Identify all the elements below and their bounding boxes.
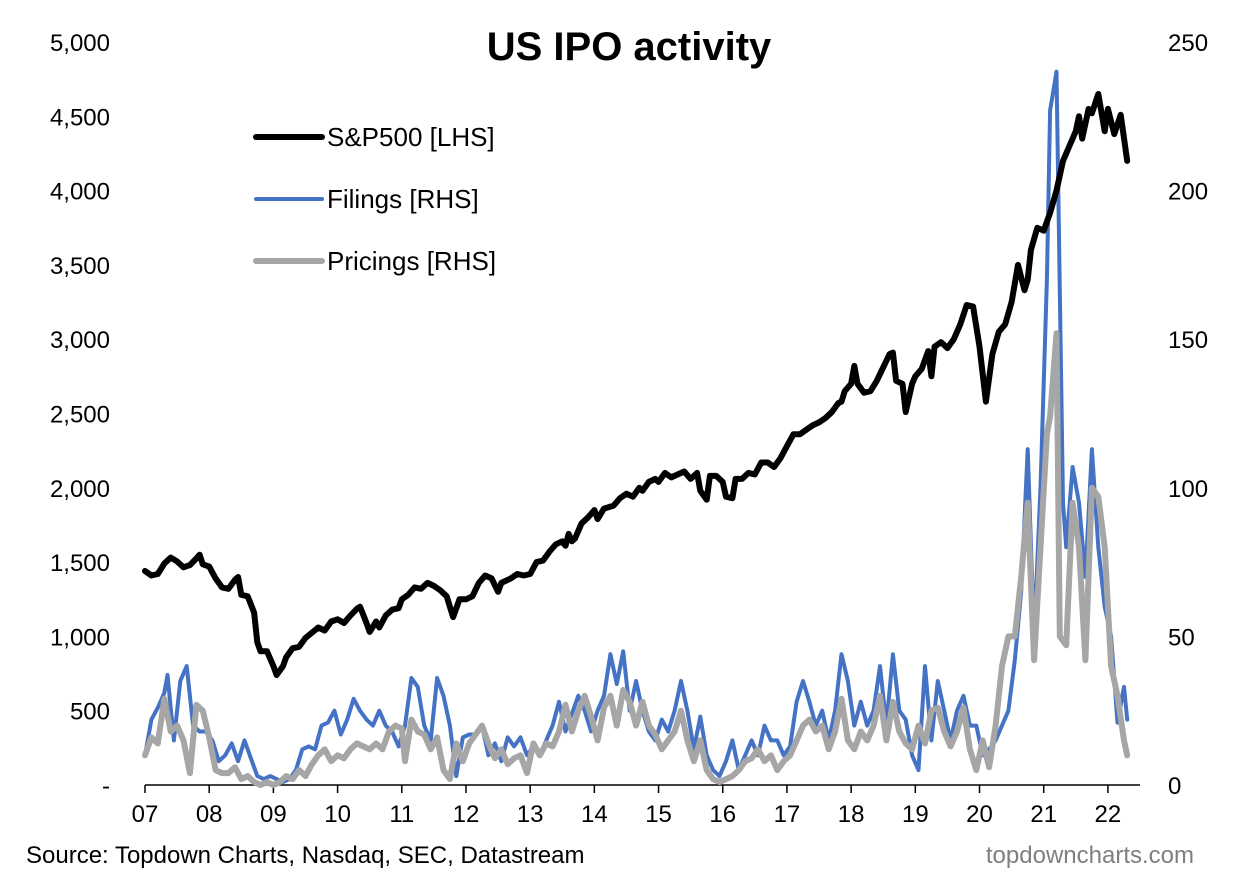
x-axis-tick-label: 17 bbox=[774, 801, 801, 828]
series-layer bbox=[142, 69, 1131, 788]
x-axis-tick-label: 21 bbox=[1030, 801, 1057, 828]
legend-label: Pricings [RHS] bbox=[327, 246, 496, 276]
x-axis-tick-label: 12 bbox=[453, 801, 480, 828]
x-axis: 07 08 09 10 11 12 13 14 15 16 17 18 19 20 21 22 bbox=[132, 784, 1140, 828]
x-axis-tick-label: 18 bbox=[838, 801, 865, 828]
x-axis-tick-label: 22 bbox=[1095, 801, 1122, 828]
right-axis: 0 50 100 150 200 250 bbox=[1168, 30, 1208, 800]
brand-watermark: topdowncharts.com bbox=[985, 842, 1194, 869]
left-axis: - 500 1,000 1,500 2,000 2,500 3,000 3,500 4,000 4… bbox=[50, 30, 110, 800]
x-axis-tick-label: 10 bbox=[324, 801, 351, 828]
left-axis-tick-label: 2,500 bbox=[50, 402, 110, 429]
right-axis-tick-label: 250 bbox=[1168, 30, 1208, 57]
left-axis-tick-label: 3,000 bbox=[50, 327, 110, 354]
chart-title: US IPO activity bbox=[487, 25, 772, 69]
series-line-sp500 bbox=[142, 91, 1131, 678]
x-axis-tick-label: 19 bbox=[902, 801, 929, 828]
x-axis-tick-label: 20 bbox=[966, 801, 993, 828]
x-axis-tick-label: 15 bbox=[645, 801, 672, 828]
right-axis-tick-label: 100 bbox=[1168, 476, 1208, 503]
left-axis-tick-label: - bbox=[102, 773, 110, 800]
right-axis-tick-label: 50 bbox=[1168, 624, 1195, 651]
right-axis-tick-label: 200 bbox=[1168, 179, 1208, 206]
x-axis-tick-label: 14 bbox=[581, 801, 608, 828]
series-line-filings bbox=[143, 69, 1130, 784]
right-axis-tick-label: 0 bbox=[1168, 773, 1181, 800]
x-axis-tick-label: 08 bbox=[196, 801, 223, 828]
left-axis-tick-label: 4,000 bbox=[50, 179, 110, 206]
series-line-pricings bbox=[142, 330, 1131, 788]
x-axis-tick-label: 13 bbox=[517, 801, 544, 828]
left-axis-tick-label: 3,500 bbox=[50, 253, 110, 280]
legend-label: S&P500 [LHS] bbox=[327, 122, 495, 152]
left-axis-tick-label: 1,000 bbox=[50, 624, 110, 651]
left-axis-tick-label: 2,000 bbox=[50, 476, 110, 503]
source-note: Source: Topdown Charts, Nasdaq, SEC, Dat… bbox=[26, 842, 585, 869]
left-axis-tick-label: 500 bbox=[70, 699, 110, 726]
left-axis-tick-label: 4,500 bbox=[50, 104, 110, 131]
left-axis-tick-label: 1,500 bbox=[50, 550, 110, 577]
x-axis-tick-label: 11 bbox=[389, 801, 414, 828]
left-axis-tick-label: 5,000 bbox=[50, 30, 110, 57]
legend-label: Filings [RHS] bbox=[327, 184, 479, 214]
x-axis-tick-label: 16 bbox=[709, 801, 736, 828]
x-axis-tick-label: 09 bbox=[260, 801, 287, 828]
right-axis-tick-label: 150 bbox=[1168, 327, 1208, 354]
legend: S&P500 [LHS] Filings [RHS] Pricings [RHS] bbox=[253, 122, 496, 276]
x-axis-tick-label: 07 bbox=[132, 801, 159, 828]
